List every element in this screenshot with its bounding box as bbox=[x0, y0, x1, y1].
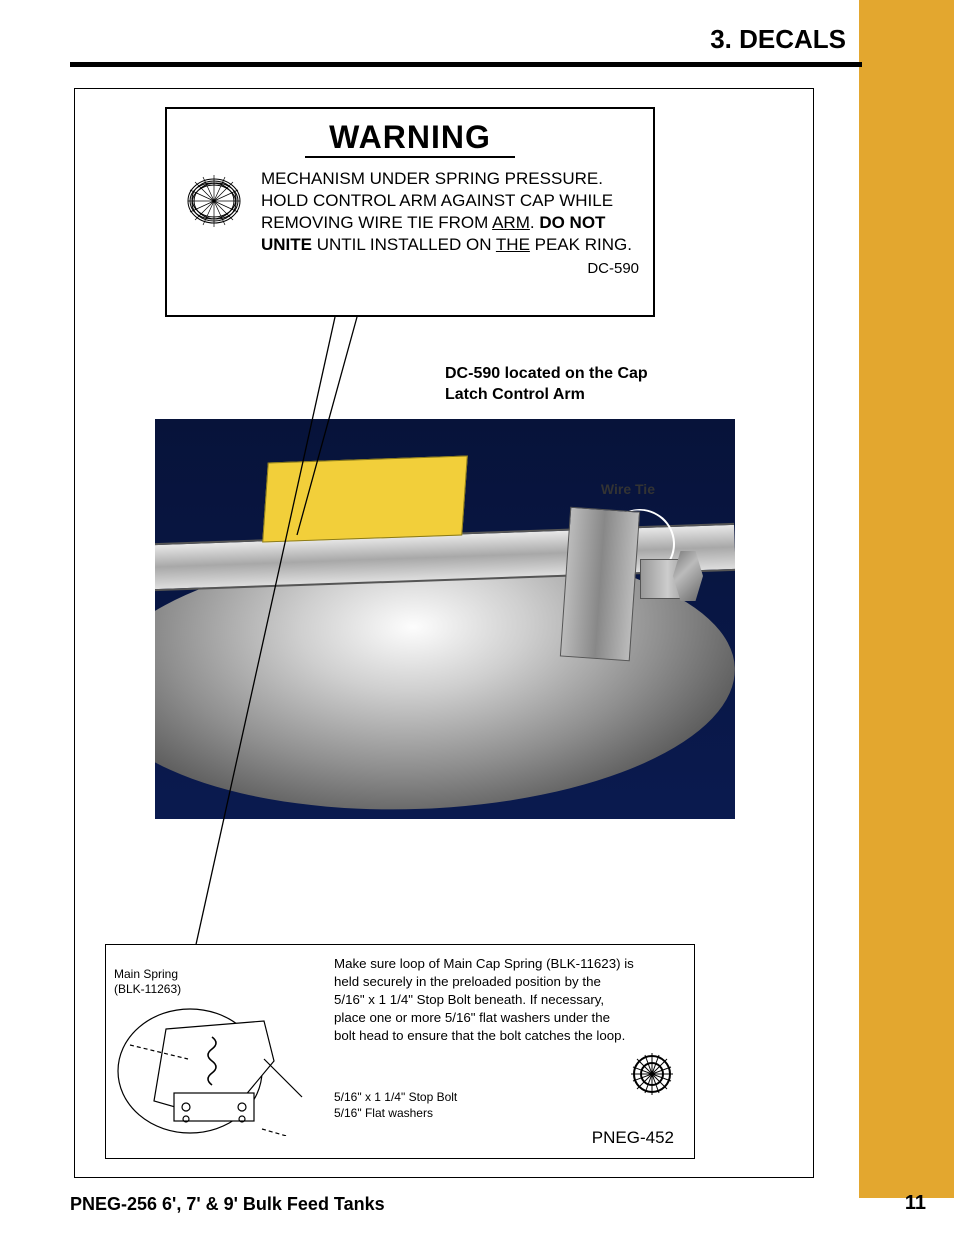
warning-code: DC-590 bbox=[181, 260, 639, 277]
warning-text-arm: ARM bbox=[492, 213, 530, 232]
main-spring-l2: (BLK-11263) bbox=[114, 982, 326, 997]
main-spring-l1: Main Spring bbox=[114, 967, 326, 982]
stamp-icon bbox=[628, 1050, 676, 1103]
warning-text-part3: PEAK RING. bbox=[530, 235, 632, 254]
pneg-code: PNEG-452 bbox=[592, 1128, 674, 1148]
section-title: 3. DECALS bbox=[710, 24, 846, 55]
warning-text-the: THE bbox=[496, 235, 530, 254]
wire-tie-label: Wire Tie bbox=[601, 481, 655, 497]
accent-bar bbox=[859, 0, 954, 1198]
pneg-left: Main Spring (BLK-11263) bbox=[114, 967, 326, 1136]
product-photo: Wire Tie bbox=[155, 419, 735, 819]
caption-line2: Latch Control Arm bbox=[445, 385, 648, 406]
header-rule bbox=[70, 62, 862, 67]
diagram-illustration bbox=[114, 1001, 314, 1136]
warning-text-sep: . bbox=[530, 213, 539, 232]
main-spring-label: Main Spring (BLK-11263) bbox=[114, 967, 326, 997]
latch-assembly bbox=[545, 489, 695, 689]
pneg-sub-l1: 5/16" x 1 1/4" Stop Bolt bbox=[334, 1090, 457, 1106]
latch-arm bbox=[560, 507, 640, 662]
photo-caption: DC-590 located on the Cap Latch Control … bbox=[445, 364, 648, 406]
content-frame: WARNING bbox=[74, 88, 814, 1178]
pneg452-callout: Main Spring (BLK-11263) bbox=[105, 944, 695, 1159]
footer-doc-title: PNEG-256 6', 7' & 9' Bulk Feed Tanks bbox=[70, 1194, 385, 1215]
warning-text-part2: UNTIL INSTALLED ON bbox=[312, 235, 496, 254]
page-number: 11 bbox=[905, 1192, 926, 1215]
warning-callout: WARNING bbox=[165, 107, 655, 317]
spring-icon bbox=[181, 168, 247, 256]
warning-text: MECHANISM UNDER SPRING PRESSURE. HOLD CO… bbox=[261, 168, 639, 256]
page: 3. DECALS WARNING bbox=[0, 0, 954, 1235]
pneg-sub-l2: 5/16" Flat washers bbox=[334, 1106, 457, 1122]
pneg-text: Make sure loop of Main Cap Spring (BLK-1… bbox=[334, 955, 634, 1045]
caption-line1: DC-590 located on the Cap bbox=[445, 364, 648, 385]
yellow-tag bbox=[262, 456, 468, 543]
warning-title: WARNING bbox=[305, 119, 515, 158]
pneg-subtext: 5/16" x 1 1/4" Stop Bolt 5/16" Flat wash… bbox=[334, 1090, 457, 1121]
